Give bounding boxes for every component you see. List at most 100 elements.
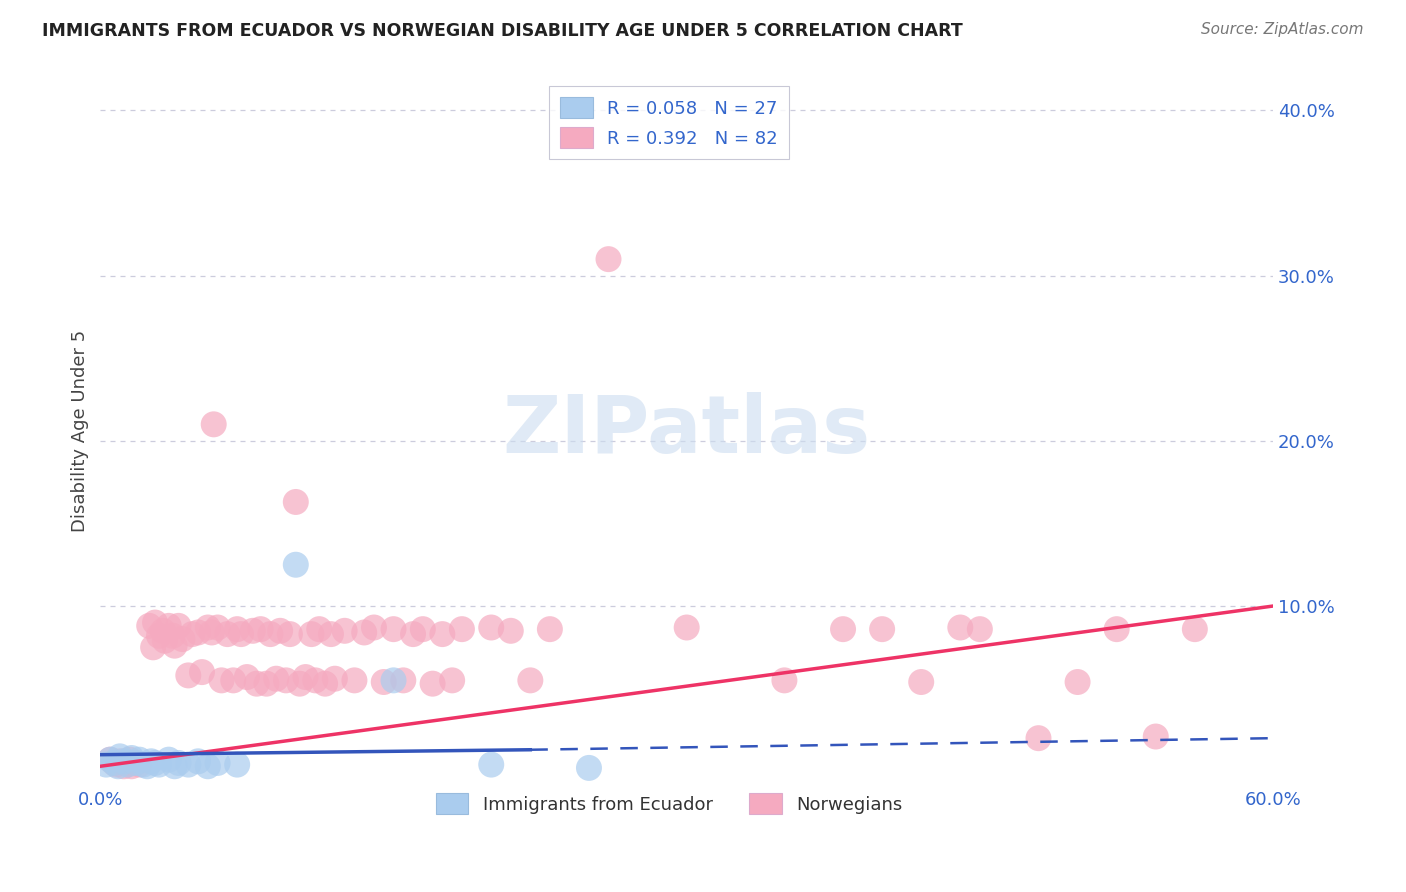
Point <box>141 754 163 768</box>
Point <box>598 252 620 267</box>
Point <box>121 751 143 765</box>
Point <box>148 757 170 772</box>
Point <box>217 627 239 641</box>
Point <box>832 622 855 636</box>
Point <box>353 625 375 640</box>
Point <box>128 757 150 772</box>
Point <box>124 756 146 770</box>
Point <box>197 759 219 773</box>
Point <box>1028 731 1050 746</box>
Point <box>157 619 180 633</box>
Point <box>117 756 139 770</box>
Text: Source: ZipAtlas.com: Source: ZipAtlas.com <box>1201 22 1364 37</box>
Point <box>191 665 214 679</box>
Point <box>138 619 160 633</box>
Point <box>412 622 434 636</box>
Point <box>249 622 271 636</box>
Point <box>382 673 405 688</box>
Point <box>288 676 311 690</box>
Point <box>278 627 301 641</box>
Point <box>112 754 135 768</box>
Point <box>108 754 131 768</box>
Point <box>162 629 184 643</box>
Point <box>197 620 219 634</box>
Point <box>187 625 209 640</box>
Point <box>226 757 249 772</box>
Point <box>256 676 278 690</box>
Point <box>112 759 135 773</box>
Point <box>949 620 972 634</box>
Point <box>177 757 200 772</box>
Point <box>382 622 405 636</box>
Point <box>226 622 249 636</box>
Point <box>207 756 229 770</box>
Point <box>163 639 186 653</box>
Point <box>304 673 326 688</box>
Point <box>402 627 425 641</box>
Legend: Immigrants from Ecuador, Norwegians: Immigrants from Ecuador, Norwegians <box>425 782 912 825</box>
Point <box>207 620 229 634</box>
Point <box>451 622 474 636</box>
Point <box>142 640 165 655</box>
Point <box>373 675 395 690</box>
Point <box>259 627 281 641</box>
Point <box>294 670 316 684</box>
Point <box>242 624 264 638</box>
Point <box>121 759 143 773</box>
Point <box>422 676 444 690</box>
Point <box>441 673 464 688</box>
Point <box>773 673 796 688</box>
Point <box>314 676 336 690</box>
Y-axis label: Disability Age Under 5: Disability Age Under 5 <box>72 330 89 532</box>
Point <box>104 757 127 772</box>
Point <box>167 756 190 770</box>
Point <box>578 761 600 775</box>
Point <box>870 622 893 636</box>
Point <box>675 620 697 634</box>
Point <box>333 624 356 638</box>
Point <box>96 757 118 772</box>
Point <box>98 753 121 767</box>
Point <box>117 757 139 772</box>
Point <box>187 754 209 768</box>
Point <box>98 753 121 767</box>
Point <box>202 417 225 432</box>
Point <box>499 624 522 638</box>
Point <box>143 756 166 770</box>
Point <box>1105 622 1128 636</box>
Point <box>172 632 194 646</box>
Point <box>284 495 307 509</box>
Point <box>152 624 174 638</box>
Point <box>363 620 385 634</box>
Point <box>167 619 190 633</box>
Point <box>107 759 129 773</box>
Point <box>124 756 146 770</box>
Point <box>264 672 287 686</box>
Point <box>229 627 252 641</box>
Point <box>222 673 245 688</box>
Point <box>136 759 159 773</box>
Point <box>969 622 991 636</box>
Point <box>343 673 366 688</box>
Point <box>201 625 224 640</box>
Point <box>319 627 342 641</box>
Point <box>284 558 307 572</box>
Point <box>519 673 541 688</box>
Point <box>538 622 561 636</box>
Point <box>323 672 346 686</box>
Point <box>1184 622 1206 636</box>
Point <box>181 627 204 641</box>
Text: IMMIGRANTS FROM ECUADOR VS NORWEGIAN DISABILITY AGE UNDER 5 CORRELATION CHART: IMMIGRANTS FROM ECUADOR VS NORWEGIAN DIS… <box>42 22 963 40</box>
Point <box>128 753 150 767</box>
Point <box>910 675 932 690</box>
Point <box>308 622 330 636</box>
Point <box>479 620 502 634</box>
Point <box>103 756 125 770</box>
Point <box>479 757 502 772</box>
Point <box>108 749 131 764</box>
Point <box>392 673 415 688</box>
Point <box>132 757 155 772</box>
Point <box>274 673 297 688</box>
Point <box>211 673 233 688</box>
Point <box>246 676 269 690</box>
